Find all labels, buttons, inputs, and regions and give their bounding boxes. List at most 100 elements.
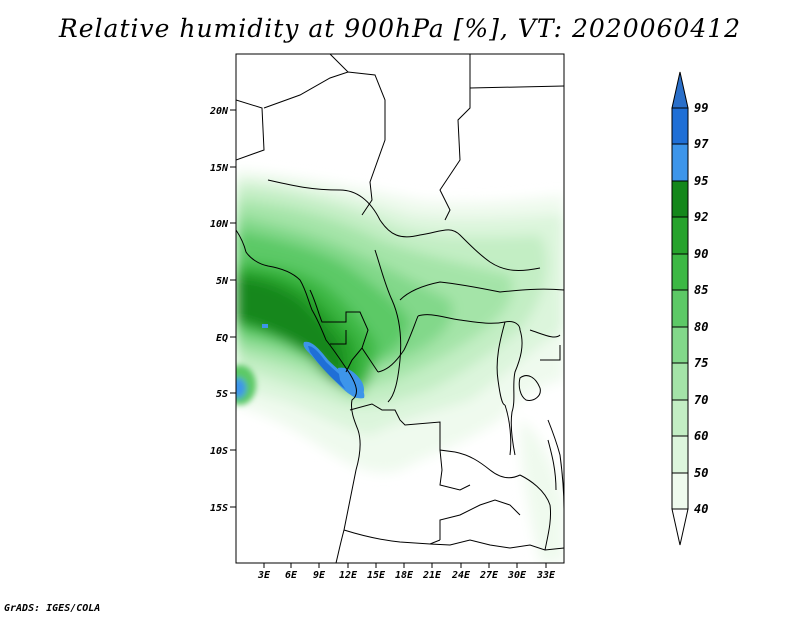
political-boundaries xyxy=(236,54,564,563)
colorbar-label-85: 85 xyxy=(694,283,708,297)
border-south-1 xyxy=(439,499,521,540)
border-east-1 xyxy=(510,329,523,456)
border-north-3 xyxy=(329,54,349,73)
colorbar-cell-40-50 xyxy=(671,472,689,510)
lon-label-9e: 9E xyxy=(313,570,326,581)
lon-tick-12e: 12E xyxy=(339,563,358,581)
colorbar-cell-97-99 xyxy=(671,107,689,145)
rh-95-97-dot xyxy=(262,324,268,328)
colorbar-label-60: 60 xyxy=(694,429,708,443)
lake-malawi xyxy=(547,439,557,491)
lat-label-15s: 15S xyxy=(210,503,228,514)
colorbar-cell-90-92 xyxy=(671,216,689,255)
border-drc-north xyxy=(377,315,419,373)
lake-victoria xyxy=(518,375,541,401)
colorbar-cell-95-97 xyxy=(671,143,689,182)
lon-label-12e: 12E xyxy=(339,570,358,581)
colorbar-cell-70-75 xyxy=(671,362,689,401)
lon-label-18e: 18E xyxy=(395,570,414,581)
lat-label-10s: 10S xyxy=(210,446,228,457)
coastline-west xyxy=(236,229,361,563)
lake-tanganyika xyxy=(504,404,512,456)
border-zambia xyxy=(454,451,521,479)
colorbar-label-99: 99 xyxy=(694,101,708,115)
border-north-1 xyxy=(236,99,265,161)
colorbar-cell-85-90 xyxy=(671,253,689,291)
colorbar-labels: 99 97 95 92 90 85 80 75 70 60 50 40 xyxy=(694,101,709,516)
border-angola-east xyxy=(439,449,471,491)
lon-tick-3e: 3E xyxy=(257,563,271,581)
border-north-2 xyxy=(263,71,386,216)
rh-95-97-patch xyxy=(338,367,364,398)
lon-label-33e: 33E xyxy=(536,570,556,581)
lon-tick-24e: 24E xyxy=(451,563,471,581)
lon-tick-18e: 18E xyxy=(395,563,414,581)
map-frame xyxy=(235,53,565,564)
lon-label-27e: 27E xyxy=(479,570,499,581)
lon-label-3e: 3E xyxy=(257,570,271,581)
colorbar-cell-50-60 xyxy=(671,435,689,474)
lon-label-21e: 21E xyxy=(422,570,442,581)
lat-tick-10s: 10S xyxy=(210,446,236,457)
border-drc-sudan xyxy=(417,314,521,331)
border-east-3 xyxy=(540,345,561,361)
lat-tick-15s: 15S xyxy=(210,503,236,514)
lon-tick-33e: 33E xyxy=(536,563,556,581)
latitude-axis: 20N 15N 10N 5N EQ 5S 10S 15S xyxy=(209,106,236,514)
humidity-field xyxy=(236,170,564,563)
lat-label-15n: 15N xyxy=(210,163,229,174)
grads-credit: GrADS: IGES/COLA xyxy=(4,603,101,614)
colorbar-label-97: 97 xyxy=(694,137,709,151)
colorbar-label-80: 80 xyxy=(694,320,708,334)
lon-tick-9e: 9E xyxy=(313,563,326,581)
lon-tick-6e: 6E xyxy=(285,563,298,581)
lon-label-24e: 24E xyxy=(451,570,471,581)
border-north-5 xyxy=(469,85,564,89)
border-drc-east xyxy=(496,321,506,406)
lon-label-30e: 30E xyxy=(507,570,527,581)
colorbar-cell-75-80 xyxy=(671,326,689,364)
border-cameroon xyxy=(309,289,379,373)
lat-tick-10n: 10N xyxy=(210,219,236,230)
border-sahel-1 xyxy=(267,179,541,271)
border-east-2 xyxy=(529,329,561,338)
border-angola-south xyxy=(343,529,441,545)
colorbar-cell-60-70 xyxy=(671,399,689,437)
colorbar-label-50: 50 xyxy=(694,466,708,480)
longitude-axis: 3E 6E 9E 12E 15E 18E 21E 24E 27E 30E 33E xyxy=(257,563,556,581)
colorbar-label-70: 70 xyxy=(694,393,708,407)
border-angola-north xyxy=(349,403,456,453)
colorbar-label-90: 90 xyxy=(694,247,708,261)
map-title: Relative humidity at 900hPa [%], VT: 202… xyxy=(58,14,742,43)
colorbar-bottom-triangle xyxy=(671,508,689,546)
lat-tick-5s: 5S xyxy=(216,389,236,400)
lat-tick-20n: 20N xyxy=(209,106,236,117)
lat-label-20n: 20N xyxy=(209,106,229,117)
lon-tick-15e: 15E xyxy=(367,563,386,581)
colorbar-label-75: 75 xyxy=(694,356,708,370)
border-mozambique xyxy=(519,474,551,551)
border-sahel-2 xyxy=(374,249,402,403)
border-south-2 xyxy=(429,539,564,551)
border-north-4 xyxy=(439,54,471,221)
border-sahel-3 xyxy=(399,281,564,301)
colorbar-label-95: 95 xyxy=(694,174,708,188)
lat-label-5n: 5N xyxy=(216,276,229,287)
lat-label-eq: EQ xyxy=(216,333,228,344)
colorbar-cell-92-95 xyxy=(671,180,689,218)
lat-tick-15n: 15N xyxy=(210,163,236,174)
lon-label-15e: 15E xyxy=(367,570,386,581)
colorbar-cell-80-85 xyxy=(671,289,689,328)
colorbar xyxy=(671,71,689,546)
border-congo xyxy=(330,330,363,373)
colorbar-label-92: 92 xyxy=(694,210,708,224)
lon-tick-27e: 27E xyxy=(479,563,499,581)
lon-tick-21e: 21E xyxy=(422,563,442,581)
lon-label-6e: 6E xyxy=(285,570,298,581)
lat-label-10n: 10N xyxy=(210,219,229,230)
lon-tick-30e: 30E xyxy=(507,563,527,581)
colorbar-top-triangle xyxy=(671,71,689,109)
colorbar-label-40: 40 xyxy=(694,502,708,516)
rh-coastal-cell-core xyxy=(236,378,246,398)
